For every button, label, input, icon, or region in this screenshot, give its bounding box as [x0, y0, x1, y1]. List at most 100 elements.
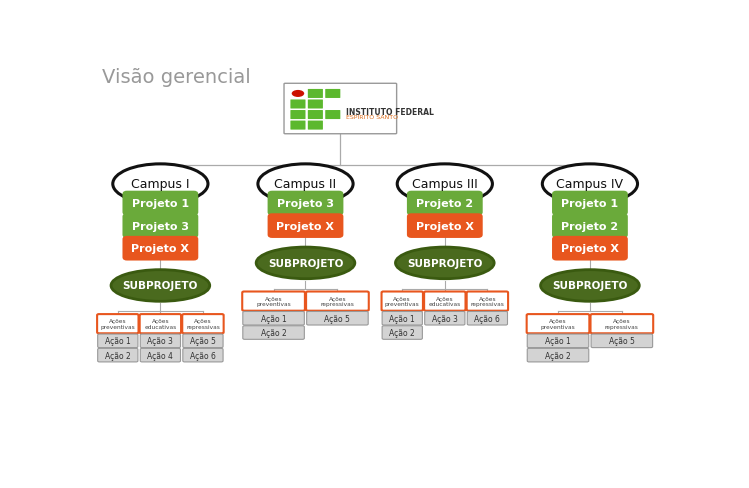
- FancyBboxPatch shape: [527, 314, 589, 334]
- FancyBboxPatch shape: [182, 314, 224, 334]
- FancyBboxPatch shape: [306, 312, 369, 325]
- Text: Ação 2: Ação 2: [261, 328, 286, 337]
- Text: Ações
repressivas: Ações repressivas: [186, 319, 220, 329]
- FancyBboxPatch shape: [124, 215, 197, 238]
- Text: Ação 3: Ação 3: [148, 337, 173, 346]
- Text: Visão gerencial: Visão gerencial: [103, 68, 251, 87]
- FancyBboxPatch shape: [325, 111, 340, 120]
- Text: Ação 5: Ação 5: [609, 337, 635, 346]
- FancyBboxPatch shape: [269, 192, 342, 215]
- Text: Ações
preventivas: Ações preventivas: [256, 296, 291, 306]
- FancyBboxPatch shape: [124, 238, 197, 260]
- Ellipse shape: [291, 91, 304, 98]
- Text: Ação 5: Ação 5: [190, 337, 216, 346]
- Text: Ação 1: Ação 1: [545, 337, 571, 346]
- Text: Campus III: Campus III: [412, 178, 478, 191]
- Ellipse shape: [111, 270, 210, 302]
- FancyBboxPatch shape: [97, 348, 138, 362]
- Text: Ação 2: Ação 2: [545, 351, 571, 360]
- Text: ESPÍRITO SANTO: ESPÍRITO SANTO: [346, 115, 398, 120]
- Text: Ações
educativas: Ações educativas: [428, 296, 461, 306]
- Text: Ações
repressivas: Ações repressivas: [321, 296, 354, 306]
- Ellipse shape: [113, 164, 208, 204]
- FancyBboxPatch shape: [590, 314, 653, 334]
- Text: SUBPROJETO: SUBPROJETO: [407, 258, 482, 268]
- FancyBboxPatch shape: [425, 312, 465, 325]
- FancyBboxPatch shape: [308, 100, 323, 109]
- Text: Ações
preventivas: Ações preventivas: [385, 296, 419, 306]
- Text: Ação 4: Ação 4: [148, 351, 173, 360]
- Text: Projeto 2: Projeto 2: [416, 199, 473, 208]
- Text: Projeto X: Projeto X: [276, 221, 335, 231]
- FancyBboxPatch shape: [467, 292, 508, 311]
- Ellipse shape: [256, 247, 355, 279]
- FancyBboxPatch shape: [183, 334, 223, 348]
- FancyBboxPatch shape: [269, 215, 342, 238]
- FancyBboxPatch shape: [382, 312, 422, 325]
- FancyBboxPatch shape: [467, 312, 508, 325]
- FancyBboxPatch shape: [243, 326, 304, 340]
- Text: Projeto X: Projeto X: [416, 221, 474, 231]
- Text: Campus I: Campus I: [131, 178, 189, 191]
- FancyBboxPatch shape: [553, 215, 627, 238]
- FancyBboxPatch shape: [424, 292, 466, 311]
- Text: SUBPROJETO: SUBPROJETO: [268, 258, 343, 268]
- FancyBboxPatch shape: [284, 84, 397, 135]
- Ellipse shape: [542, 164, 637, 204]
- Ellipse shape: [258, 164, 353, 204]
- FancyBboxPatch shape: [527, 348, 589, 362]
- FancyBboxPatch shape: [139, 314, 181, 334]
- FancyBboxPatch shape: [408, 215, 482, 238]
- Text: Ações
preventivas: Ações preventivas: [100, 319, 135, 329]
- FancyBboxPatch shape: [291, 122, 306, 130]
- Text: Ações
repressivas: Ações repressivas: [605, 319, 639, 329]
- FancyBboxPatch shape: [183, 348, 223, 362]
- Text: Projeto 3: Projeto 3: [277, 199, 334, 208]
- Ellipse shape: [397, 164, 492, 204]
- FancyBboxPatch shape: [97, 314, 139, 334]
- FancyBboxPatch shape: [408, 192, 482, 215]
- Text: Campus IV: Campus IV: [557, 178, 623, 191]
- Text: Ação 6: Ação 6: [474, 314, 500, 323]
- Text: SUBPROJETO: SUBPROJETO: [123, 281, 198, 291]
- FancyBboxPatch shape: [140, 334, 181, 348]
- FancyBboxPatch shape: [242, 292, 305, 311]
- FancyBboxPatch shape: [325, 90, 340, 99]
- Text: Ação 5: Ação 5: [324, 314, 351, 323]
- FancyBboxPatch shape: [308, 111, 323, 120]
- Text: Ação 1: Ação 1: [105, 337, 130, 346]
- FancyBboxPatch shape: [124, 192, 197, 215]
- FancyBboxPatch shape: [381, 292, 423, 311]
- Text: Ações
educativas: Ações educativas: [145, 319, 177, 329]
- FancyBboxPatch shape: [308, 122, 323, 130]
- Ellipse shape: [541, 270, 640, 302]
- FancyBboxPatch shape: [306, 292, 369, 311]
- Text: Projeto X: Projeto X: [131, 244, 189, 254]
- Text: INSTITUTO FEDERAL: INSTITUTO FEDERAL: [346, 108, 434, 117]
- Text: Ação 2: Ação 2: [105, 351, 130, 360]
- Text: Ação 1: Ação 1: [389, 314, 415, 323]
- FancyBboxPatch shape: [382, 326, 422, 340]
- Text: SUBPROJETO: SUBPROJETO: [552, 281, 628, 291]
- FancyBboxPatch shape: [308, 90, 323, 99]
- FancyBboxPatch shape: [243, 312, 304, 325]
- FancyBboxPatch shape: [291, 100, 306, 109]
- FancyBboxPatch shape: [291, 111, 306, 120]
- Text: Campus II: Campus II: [274, 178, 336, 191]
- Text: Projeto 3: Projeto 3: [132, 221, 189, 231]
- Text: Ação 6: Ação 6: [190, 351, 216, 360]
- FancyBboxPatch shape: [527, 334, 589, 348]
- Text: Ações
preventivas: Ações preventivas: [541, 319, 575, 329]
- Text: Projeto 1: Projeto 1: [561, 199, 619, 208]
- Text: Projeto 2: Projeto 2: [561, 221, 619, 231]
- Text: Ação 3: Ação 3: [432, 314, 458, 323]
- Text: Projeto X: Projeto X: [561, 244, 619, 254]
- Text: Ação 1: Ação 1: [261, 314, 286, 323]
- Text: Projeto 1: Projeto 1: [132, 199, 189, 208]
- FancyBboxPatch shape: [553, 238, 627, 260]
- FancyBboxPatch shape: [140, 348, 181, 362]
- FancyBboxPatch shape: [97, 334, 138, 348]
- Text: Ação 2: Ação 2: [389, 328, 415, 337]
- Text: Ações
repressivas: Ações repressivas: [470, 296, 504, 306]
- FancyBboxPatch shape: [591, 334, 652, 348]
